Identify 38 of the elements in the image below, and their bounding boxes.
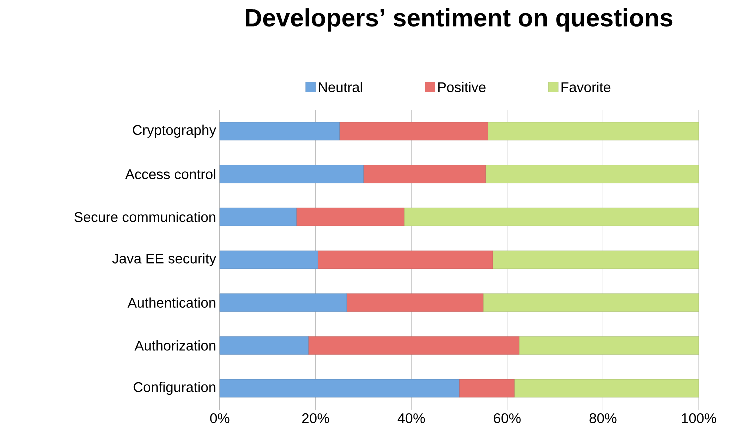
bar <box>346 294 484 312</box>
bar <box>483 294 700 312</box>
bar <box>488 122 700 141</box>
bar <box>318 250 494 270</box>
x-tick-label: 0% <box>210 414 230 424</box>
y-tick-label: Access control <box>125 169 216 180</box>
x-tick-label: 60% <box>494 414 521 424</box>
x-tick-label: 100% <box>682 414 716 424</box>
bar <box>220 165 364 184</box>
bar <box>486 165 700 184</box>
bar <box>364 165 486 184</box>
y-tick-label: Authentication <box>128 298 216 308</box>
bar <box>404 208 700 226</box>
y-tick-label: Cryptography <box>133 124 216 138</box>
x-tick-label: 20% <box>302 414 330 424</box>
bar <box>220 208 297 226</box>
bar <box>308 336 520 355</box>
bar <box>220 294 348 312</box>
bar <box>220 336 309 355</box>
bar <box>220 250 318 270</box>
bar <box>220 379 460 398</box>
bar <box>220 122 340 141</box>
y-tick-label: Java EE security <box>112 253 216 267</box>
bar <box>514 379 700 398</box>
x-tick-label: 40% <box>398 414 426 424</box>
chart-title: Developers’ sentiment on questions <box>246 8 673 32</box>
legend-label: Neutral <box>319 82 362 92</box>
bar <box>340 122 488 141</box>
bar <box>492 250 700 270</box>
y-tick-label: Configuration <box>134 382 216 396</box>
y-tick-label: Authorization <box>134 340 216 351</box>
x-tick-label: 80% <box>590 414 617 424</box>
bar <box>459 379 515 398</box>
legend-label: Positive <box>438 82 486 92</box>
y-tick-label: Secure communication <box>74 212 216 222</box>
bar <box>519 336 700 355</box>
legend-label: Favorite <box>562 82 611 92</box>
bar <box>296 208 405 226</box>
